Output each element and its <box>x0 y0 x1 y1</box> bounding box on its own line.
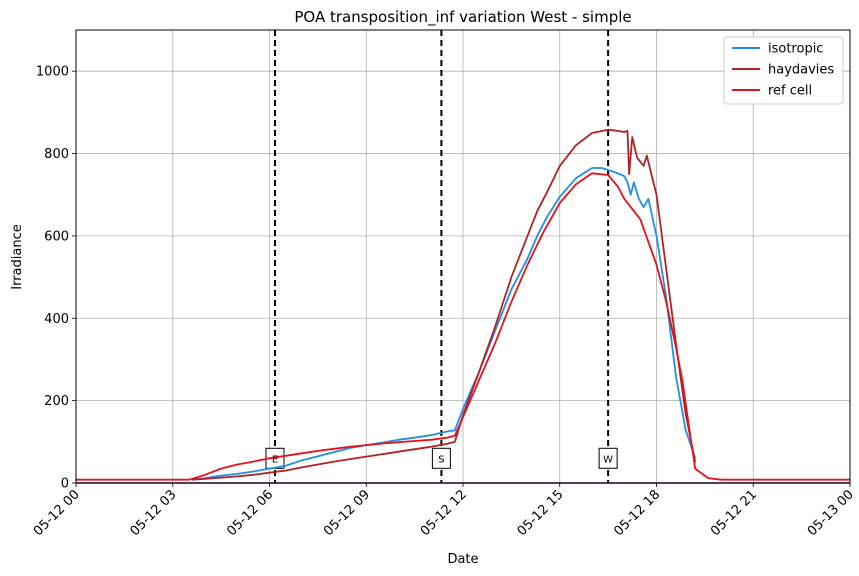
series-lines <box>76 128 850 481</box>
y-tick-label: 200 <box>44 394 69 409</box>
y-tick-label: 0 <box>61 477 69 492</box>
marker-label-E: E <box>272 454 278 465</box>
marker-label-S: S <box>438 454 444 465</box>
legend-label-haydavies: haydavies <box>768 63 834 78</box>
legend: isotropic haydavies ref cell <box>723 36 844 105</box>
legend-label-ref-cell: ref cell <box>768 84 812 99</box>
y-tick-label: 800 <box>44 147 69 162</box>
legend-label-isotropic: isotropic <box>768 42 823 57</box>
x-axis-label: Date <box>447 552 478 567</box>
y-tick-label: 400 <box>44 312 69 327</box>
y-tick-label: 1000 <box>36 65 69 80</box>
marker-box-S <box>431 447 451 469</box>
series-line-isotropic <box>191 167 697 481</box>
y-axis-label: Irradiance <box>10 224 25 289</box>
marker-label-W: W <box>603 454 613 465</box>
series-line-ref-cell <box>76 172 850 481</box>
marker-box-W <box>598 447 618 469</box>
legend-box <box>723 36 844 105</box>
chart-title: POA transposition_inf variation West - s… <box>294 8 631 27</box>
y-tick-label: 600 <box>44 229 69 244</box>
series-line-haydavies <box>192 128 697 481</box>
